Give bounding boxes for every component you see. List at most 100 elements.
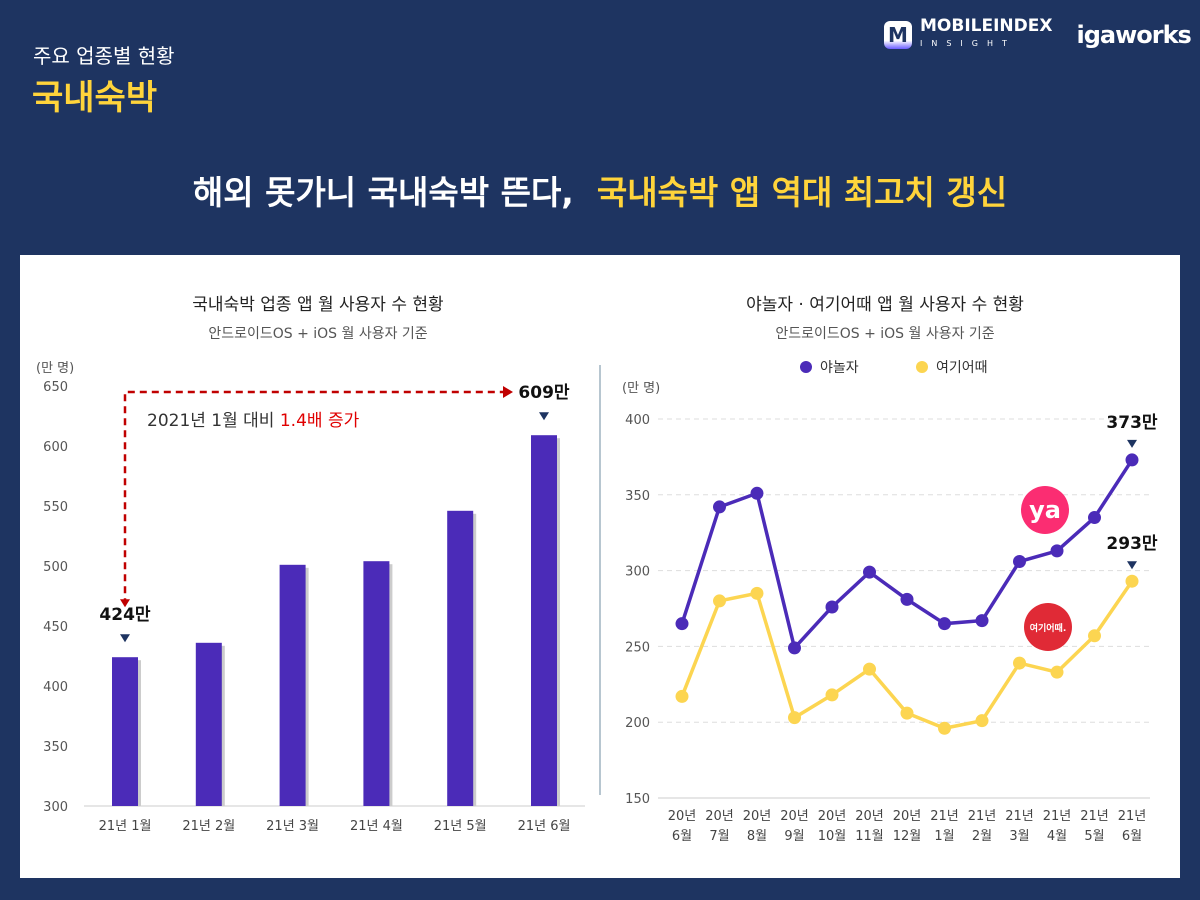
bar-chart-subtitle: 안드로이드OS + iOS 월 사용자 기준	[208, 326, 427, 342]
data-point	[675, 689, 689, 703]
line-x-tick-year: 21년	[1080, 809, 1109, 824]
line-chart-subtitle: 안드로이드OS + iOS 월 사용자 기준	[775, 326, 994, 342]
line-y-tick: 350	[625, 489, 650, 504]
data-point	[750, 486, 764, 500]
bar-y-tick: 550	[43, 500, 68, 515]
bar-y-label: (만 명)	[36, 361, 74, 376]
yanolja-logo-icon	[1021, 486, 1069, 534]
bar	[112, 657, 138, 806]
headline: 해외 못가니 국내숙박 뜬다, 국내숙박 앱 역대 최고치 갱신	[192, 173, 1008, 212]
legend-marker	[800, 361, 812, 373]
igaworks-logo: igaworks	[1076, 21, 1191, 49]
data-point	[788, 641, 801, 655]
bar-y-tick: 300	[43, 800, 68, 815]
line-x-tick-month: 1월	[934, 829, 954, 844]
data-point	[938, 721, 951, 735]
data-point	[900, 592, 914, 606]
bar	[195, 642, 222, 806]
line-x-tick-month: 9월	[784, 829, 804, 844]
line-x-tick-month: 11월	[855, 829, 884, 844]
bar-y-tick: 650	[43, 380, 68, 395]
line-data-label: 293만	[1106, 534, 1157, 554]
data-point	[975, 714, 989, 728]
legend-label: 야놀자	[820, 360, 859, 376]
line-x-tick-year: 20년	[893, 809, 922, 824]
bar	[531, 435, 557, 806]
bar-chart-title: 국내숙박 업종 앱 월 사용자 수 현황	[192, 295, 443, 315]
line-x-tick-year: 20년	[780, 809, 809, 824]
line-y-tick: 300	[625, 565, 650, 580]
line-x-tick-year: 21년	[1005, 809, 1034, 824]
yeogi-logo: 여기어때.	[1030, 622, 1067, 634]
line-x-tick-month: 6월	[1122, 829, 1142, 844]
data-point	[1088, 629, 1101, 643]
increase-highlight: 1.4배 증가	[280, 411, 360, 431]
yanolja-logo: ya	[1029, 496, 1061, 524]
bar-y-tick: 600	[43, 440, 68, 455]
data-point	[1088, 511, 1101, 525]
line-x-tick-month: 7월	[709, 829, 729, 844]
legend-label: 여기어때	[936, 360, 988, 376]
data-point	[1050, 665, 1064, 679]
line-x-tick-month: 12월	[893, 829, 922, 844]
data-point	[713, 500, 726, 514]
yeogi-logo-icon	[1024, 603, 1072, 651]
arrow-head-right-icon	[503, 386, 513, 398]
line-x-tick-year: 21년	[968, 809, 997, 824]
line-x-tick-month: 3월	[1009, 829, 1029, 844]
line-x-tick-year: 20년	[743, 809, 772, 824]
bar	[447, 510, 474, 806]
bar-x-tick: 21년 3월	[266, 819, 319, 834]
increase-annotation: 2021년 1월 대비 1.4배 증가	[147, 411, 360, 431]
data-point	[1013, 656, 1026, 670]
data-point	[825, 688, 839, 702]
bar-data-label: 424만	[99, 605, 150, 625]
line-x-tick-month: 10월	[818, 829, 847, 844]
bar-y-tick: 500	[43, 560, 68, 575]
section-category: 국내숙박	[32, 78, 158, 118]
section-subtitle: 주요 업종별 현황	[33, 44, 175, 68]
data-point	[1125, 574, 1139, 588]
line-chart-title: 야놀자 · 여기어때 앱 월 사용자 수 현황	[746, 295, 1024, 315]
bar-x-tick: 21년 4월	[350, 819, 403, 834]
data-point	[1050, 544, 1064, 558]
line-y-tick: 200	[625, 716, 650, 731]
bar-x-tick: 21년 5월	[434, 819, 487, 834]
bar	[279, 564, 306, 806]
line-y-tick: 400	[625, 413, 650, 428]
line-x-tick-year: 21년	[1118, 809, 1147, 824]
bar-x-tick: 21년 6월	[518, 819, 571, 834]
data-point	[1125, 453, 1139, 467]
line-x-tick-year: 20년	[818, 809, 847, 824]
line-x-tick-month: 6월	[672, 829, 692, 844]
down-triangle-icon	[1127, 561, 1137, 570]
data-point	[1013, 555, 1026, 569]
arrow-head-down-icon	[120, 599, 130, 608]
line-x-tick-month: 4월	[1047, 829, 1067, 844]
data-point	[863, 662, 876, 676]
down-triangle-icon	[120, 634, 130, 643]
line-x-tick-year: 21년	[930, 809, 959, 824]
data-point	[900, 706, 914, 720]
bar-y-tick: 350	[43, 740, 68, 755]
line-x-tick-year: 20년	[705, 809, 734, 824]
data-point	[825, 600, 839, 614]
data-point	[713, 594, 726, 608]
increase-arrow-line	[123, 390, 510, 606]
mobileindex-logo: MOBILEINDEX INSIGHT	[920, 16, 1053, 49]
line-y-label: (만 명)	[622, 381, 660, 396]
line-x-tick-month: 5월	[1084, 829, 1104, 844]
bar-x-tick: 21년 1월	[99, 819, 152, 834]
line-data-label: 373만	[1106, 413, 1157, 433]
data-point	[788, 711, 801, 725]
mobileindex-logo-icon: M	[884, 21, 912, 49]
line-y-tick: 250	[625, 640, 650, 655]
bar-x-tick: 21년 2월	[182, 819, 235, 834]
line-x-tick-month: 8월	[747, 829, 767, 844]
legend-marker	[916, 361, 928, 373]
line-y-tick: 150	[625, 792, 650, 807]
data-point	[750, 586, 764, 600]
data-point	[863, 565, 876, 579]
